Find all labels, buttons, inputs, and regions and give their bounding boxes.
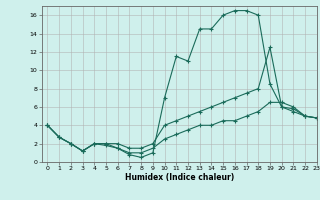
X-axis label: Humidex (Indice chaleur): Humidex (Indice chaleur) bbox=[124, 173, 234, 182]
